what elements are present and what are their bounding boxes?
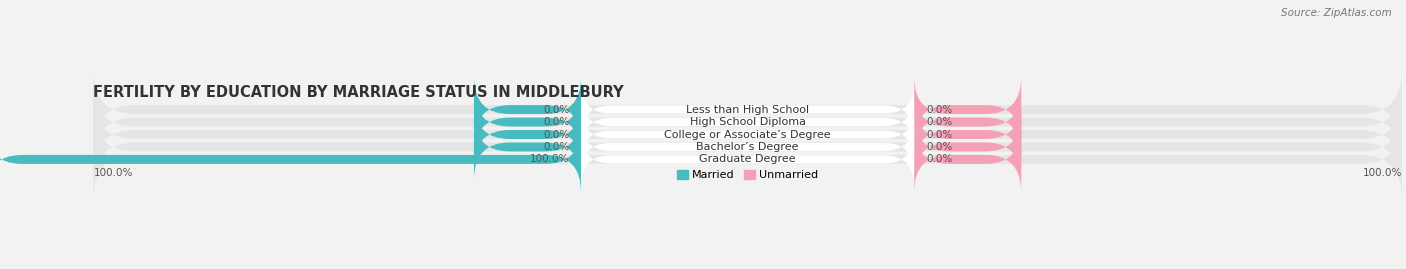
FancyBboxPatch shape: [914, 114, 1021, 180]
Text: High School Diploma: High School Diploma: [689, 117, 806, 127]
Text: Source: ZipAtlas.com: Source: ZipAtlas.com: [1281, 8, 1392, 18]
Legend: Married, Unmarried: Married, Unmarried: [676, 170, 818, 180]
Text: 0.0%: 0.0%: [927, 117, 952, 127]
FancyBboxPatch shape: [93, 70, 1402, 149]
Text: 0.0%: 0.0%: [543, 142, 569, 152]
Text: 0.0%: 0.0%: [927, 105, 952, 115]
FancyBboxPatch shape: [914, 102, 1021, 167]
Text: 0.0%: 0.0%: [927, 129, 952, 140]
FancyBboxPatch shape: [914, 126, 1021, 192]
FancyBboxPatch shape: [581, 120, 914, 174]
FancyBboxPatch shape: [914, 77, 1021, 143]
FancyBboxPatch shape: [581, 107, 914, 162]
Text: 100.0%: 100.0%: [1362, 168, 1402, 178]
Text: Graduate Degree: Graduate Degree: [699, 154, 796, 164]
FancyBboxPatch shape: [0, 126, 581, 192]
Text: 100.0%: 100.0%: [530, 154, 569, 164]
Text: FERTILITY BY EDUCATION BY MARRIAGE STATUS IN MIDDLEBURY: FERTILITY BY EDUCATION BY MARRIAGE STATU…: [93, 85, 624, 100]
FancyBboxPatch shape: [474, 89, 581, 155]
FancyBboxPatch shape: [474, 102, 581, 167]
FancyBboxPatch shape: [93, 95, 1402, 174]
Text: 100.0%: 100.0%: [93, 168, 132, 178]
FancyBboxPatch shape: [93, 83, 1402, 161]
FancyBboxPatch shape: [581, 82, 914, 137]
Text: 0.0%: 0.0%: [927, 154, 952, 164]
FancyBboxPatch shape: [93, 120, 1402, 199]
FancyBboxPatch shape: [474, 77, 581, 143]
FancyBboxPatch shape: [93, 108, 1402, 186]
Text: 0.0%: 0.0%: [927, 142, 952, 152]
Text: 0.0%: 0.0%: [543, 105, 569, 115]
FancyBboxPatch shape: [581, 132, 914, 187]
Text: College or Associate’s Degree: College or Associate’s Degree: [664, 129, 831, 140]
FancyBboxPatch shape: [914, 89, 1021, 155]
Text: 0.0%: 0.0%: [543, 117, 569, 127]
Text: Less than High School: Less than High School: [686, 105, 808, 115]
Text: Bachelor’s Degree: Bachelor’s Degree: [696, 142, 799, 152]
FancyBboxPatch shape: [581, 95, 914, 149]
Text: 0.0%: 0.0%: [543, 129, 569, 140]
FancyBboxPatch shape: [474, 114, 581, 180]
